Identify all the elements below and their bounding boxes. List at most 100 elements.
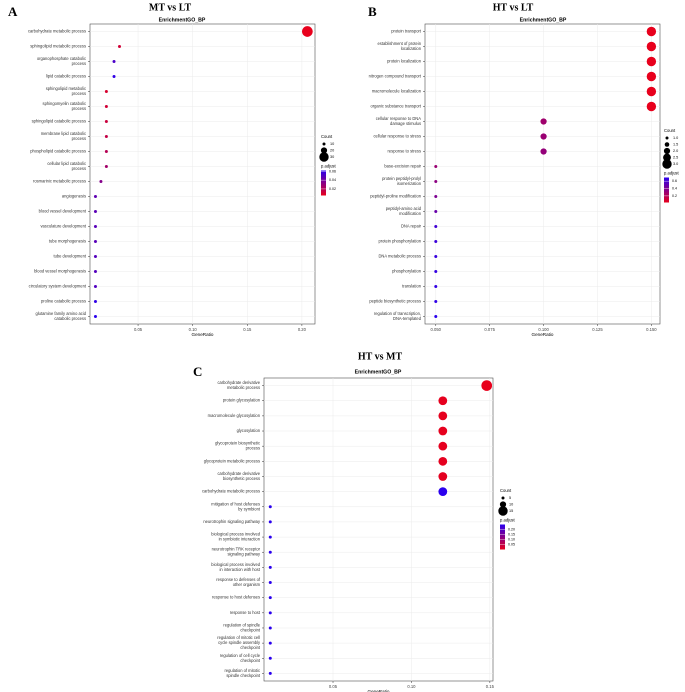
y-tick-label: sphingolipid metabolic process (30, 44, 86, 49)
data-point (268, 656, 272, 660)
legend-p-title: p.adjust (500, 518, 516, 523)
x-tick-label: 0.15 (486, 684, 495, 689)
y-tick-label-line: in interaction with host (219, 567, 260, 572)
legend-p-label: 0.10 (508, 538, 515, 542)
data-point (93, 270, 97, 273)
y-tick-label-line: membrane lipid catabolic (41, 131, 86, 136)
y-tick-label: peptidyl-amino acid modification (386, 206, 422, 216)
panel-title: HT vs MT (358, 351, 403, 362)
y-tick-label-line: carbohydrate derivative (217, 471, 260, 476)
y-tick-label-line: process (72, 91, 86, 96)
y-tick-label-line: biosynthetic process (223, 476, 260, 481)
y-tick-label: carbohydrate metabolic process (28, 29, 86, 34)
data-point (646, 26, 657, 37)
legend-count-dot (663, 147, 671, 155)
y-tick-label-line: glycoprotein metabolic process (204, 458, 260, 463)
legend-count-dot (664, 142, 670, 147)
x-axis-label: GeneRatio (192, 332, 214, 337)
y-tick-label-line: damage stimulus (390, 121, 421, 126)
y-tick-label: macromolecule localization (372, 89, 422, 94)
data-point (438, 426, 448, 436)
panel-title: MT vs LT (149, 2, 192, 13)
panel-subtitle: EnrichmentGO_BP (159, 17, 206, 23)
data-point (646, 101, 657, 112)
y-tick-label-line: other organism (233, 582, 261, 587)
data-point (104, 120, 108, 123)
legend-count-label: 2.0 (673, 149, 678, 153)
data-point (434, 255, 438, 258)
panel-label: C (193, 364, 202, 379)
y-tick-label-line: DNA-templated (393, 316, 422, 321)
data-point (268, 626, 272, 630)
y-tick-label-line: protein transport (391, 29, 422, 34)
y-tick-label-line: nitrogen compound transport (369, 74, 422, 79)
data-point (104, 90, 108, 93)
y-tick-label-line: cellular lipid catabolic (47, 161, 86, 166)
y-tick-label: protein phosphorylation (378, 239, 421, 244)
y-tick-label-line: base-excision repair (384, 164, 421, 169)
y-tick-label: cellular response to stress (373, 134, 421, 139)
y-tick-label-line: regulation of spindle (223, 623, 260, 628)
legend-count-label: 15 (509, 509, 513, 513)
y-tick-label-line: process (72, 61, 86, 66)
y-tick-label-line: regulation of mitotic cell (217, 635, 260, 640)
y-tick-label: neurotrophin TRK receptor signaling pathw… (212, 547, 261, 557)
x-tick-label: 0.05 (134, 327, 143, 332)
y-tick-label-line: translation (402, 284, 422, 289)
data-point (104, 135, 108, 138)
y-tick-label: organophosphate catabolic process (37, 56, 86, 66)
data-point (434, 285, 438, 288)
y-tick-label: regulation of transcription, DNA-template… (374, 311, 422, 321)
y-tick-label: regulation of mitotic cell cycle spindle … (217, 635, 261, 650)
y-tick-label: tube development (53, 254, 86, 259)
y-tick-label-line: localization (401, 46, 422, 51)
data-point (268, 505, 272, 509)
y-tick-label: protein peptidyl-prolyl isomerization (382, 176, 422, 186)
plot-area (263, 377, 494, 682)
y-tick-label-line: neurotrophin TRK receptor (212, 547, 261, 552)
y-tick-label-line: protein phosphorylation (378, 239, 421, 244)
y-tick-label: phosphorylation (392, 269, 422, 274)
data-point (104, 150, 108, 153)
legend-count-label: 10 (509, 503, 513, 507)
y-tick-label-line: blood vessel development (39, 209, 87, 214)
legend-count-label: 1.0 (673, 136, 678, 140)
y-tick-label: regulation of mitotic spindle checkpoint (225, 668, 261, 678)
y-tick-label: regulation of cell cycle checkpoint (220, 653, 261, 663)
legend-count-label: 2.5 (673, 156, 678, 160)
x-tick-label: 0.10 (407, 684, 416, 689)
legend-p-title: p.adjust (321, 164, 337, 169)
data-point (438, 472, 448, 481)
y-tick-label-line: biological process involved (211, 532, 260, 537)
x-tick-label: 0.050 (431, 327, 442, 332)
y-tick-label: regulation of spindle checkpoint (223, 623, 261, 633)
y-tick-label-line: DNA metabolic process (378, 254, 421, 259)
data-point (93, 300, 97, 303)
y-tick-label-line: tube development (53, 254, 86, 259)
data-point (112, 75, 116, 78)
legend-count-label: 5 (509, 496, 511, 500)
panel-B: B HT vs LT EnrichmentGO_BP 0.050 0.075 0.100 0… (368, 2, 680, 337)
panel-subtitle: EnrichmentGO_BP (355, 369, 402, 375)
data-point (268, 671, 272, 675)
x-tick-label: 0.075 (484, 327, 495, 332)
y-tick-label: glutamine family amino acid catabolic pro… (35, 311, 86, 321)
legend-p-label: 0.15 (508, 533, 515, 537)
legend-p-label: 0.02 (329, 187, 336, 191)
y-tick-label-line: glycoprotein biosynthetic (215, 441, 260, 446)
y-tick-label: peptidyl-proline modification (370, 194, 421, 199)
panel-subtitle: EnrichmentGO_BP (520, 17, 567, 23)
data-point (99, 180, 103, 183)
y-tick-label-line: mitigation of host defenses (211, 501, 260, 506)
y-tick-label-line: sphingolipid catabolic process (32, 119, 86, 124)
y-tick-label: macromolecule glycosylation (208, 413, 261, 418)
y-tick-label-line: blood vessel morphogenesis (34, 269, 86, 274)
y-tick-label: blood vessel development (39, 209, 87, 214)
legend-count-title: Count (321, 134, 333, 139)
legend-count-label: 1.5 (673, 143, 678, 147)
y-tick-label-line: circulatory system development (29, 284, 87, 289)
x-tick-label: 0.10 (189, 327, 198, 332)
data-point (438, 456, 448, 466)
y-tick-label-line: isomerization (397, 181, 422, 186)
data-point (646, 71, 657, 82)
